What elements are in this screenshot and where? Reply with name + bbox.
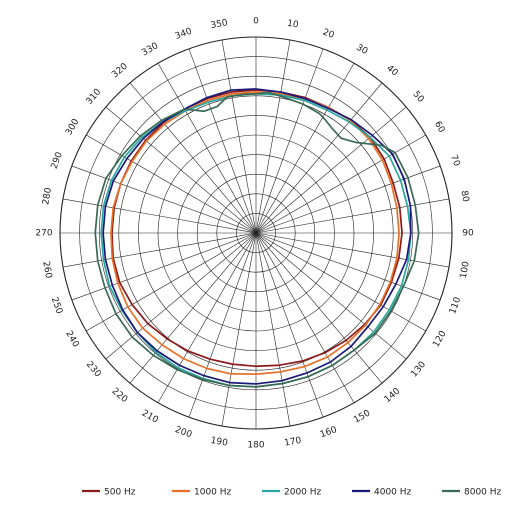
grid-spoke — [255, 48, 324, 234]
grid-spoke — [221, 232, 257, 427]
legend-label: 1000 Hz — [194, 488, 232, 498]
grid-spoke — [255, 82, 383, 234]
grid-spoke — [71, 165, 257, 234]
grid-spoke — [105, 106, 257, 234]
angle-tick-label: 330 — [140, 41, 160, 58]
grid-spoke — [255, 232, 407, 360]
angle-tick-label: 290 — [50, 151, 65, 171]
legend-label: 8000 Hz — [464, 488, 502, 498]
angle-tick-label: 80 — [458, 190, 470, 203]
angle-tick-label: 70 — [448, 154, 461, 168]
grid-spoke — [129, 82, 257, 234]
legend: 500 Hz 1000 Hz 2000 Hz 4000 Hz 8000 Hz — [82, 488, 502, 498]
grid-spoke — [255, 232, 291, 427]
grid-spoke — [157, 63, 257, 234]
angle-tick-label: 310 — [85, 87, 104, 107]
grid-spoke — [255, 63, 355, 234]
angle-tick-label: 220 — [110, 386, 130, 405]
angle-tick-label: 60 — [432, 120, 447, 135]
angle-tick-label: 100 — [459, 260, 472, 279]
angle-tick-label: 320 — [110, 61, 130, 80]
grid-spoke — [105, 232, 257, 360]
angle-tick-label: 280 — [41, 187, 54, 206]
legend-label: 4000 Hz — [374, 488, 412, 498]
series-line-1000-hz — [110, 91, 400, 375]
angle-tick-label: 40 — [384, 63, 399, 78]
grid-spoke — [86, 232, 257, 332]
grid-spoke — [255, 232, 324, 418]
grid-spoke — [255, 232, 441, 301]
angle-tick-label: 50 — [411, 89, 426, 104]
angle-tick-label: 270 — [35, 229, 52, 239]
angle-tick-label: 210 — [140, 408, 160, 425]
angle-tick-label: 30 — [354, 43, 369, 58]
angle-tick-label: 350 — [210, 18, 229, 31]
angle-tick-label: 260 — [40, 261, 53, 280]
angle-tick-label: 130 — [409, 360, 428, 380]
series-lines — [94, 88, 420, 388]
angle-tick-label: 90 — [462, 229, 474, 239]
angle-tick-label: 150 — [352, 408, 372, 425]
legend-label: 2000 Hz — [284, 488, 322, 498]
angle-tick-label: 0 — [253, 17, 259, 27]
grid-spoke — [129, 232, 257, 384]
grid-spoke — [255, 198, 450, 234]
angle-tick-label: 250 — [49, 296, 64, 316]
grid-spoke — [255, 39, 291, 234]
angle-tick-label: 20 — [321, 28, 335, 41]
legend-label: 500 Hz — [104, 488, 136, 498]
grid-spoke — [255, 232, 426, 332]
series-line-4000-hz — [102, 88, 412, 385]
grid-spoke — [255, 232, 355, 403]
angle-tick-label: 140 — [383, 386, 403, 405]
grid-spoke — [188, 232, 257, 418]
angle-tick-label: 120 — [431, 329, 448, 349]
grid-spoke — [62, 198, 257, 234]
grid-spoke — [188, 48, 257, 234]
grid-spoke — [255, 134, 426, 234]
angle-tick-label: 230 — [84, 360, 103, 380]
grid-spoke — [157, 232, 257, 403]
angle-tick-label: 10 — [286, 19, 299, 31]
grid-spoke — [86, 134, 257, 234]
series-line-8000-hz — [94, 91, 420, 388]
series-line-500-hz — [111, 89, 403, 368]
angle-tick-label: 190 — [210, 436, 229, 449]
polar-grid — [59, 36, 453, 430]
angle-tick-label: 300 — [64, 117, 81, 137]
angle-tick-label: 340 — [174, 27, 194, 42]
grid-spoke — [255, 232, 383, 384]
angle-tick-label: 180 — [247, 441, 264, 451]
grid-spoke — [255, 165, 441, 234]
grid-spoke — [221, 39, 257, 234]
grid-spoke — [71, 232, 257, 301]
angle-tick-label: 200 — [174, 425, 194, 440]
angle-tick-label: 240 — [63, 329, 80, 349]
angle-tick-label: 160 — [319, 425, 339, 440]
angle-tick-label: 110 — [448, 296, 463, 316]
angle-tick-label: 170 — [284, 436, 303, 449]
grid-spoke — [255, 106, 407, 234]
grid-spoke — [255, 232, 450, 268]
grid-spoke — [62, 232, 257, 268]
